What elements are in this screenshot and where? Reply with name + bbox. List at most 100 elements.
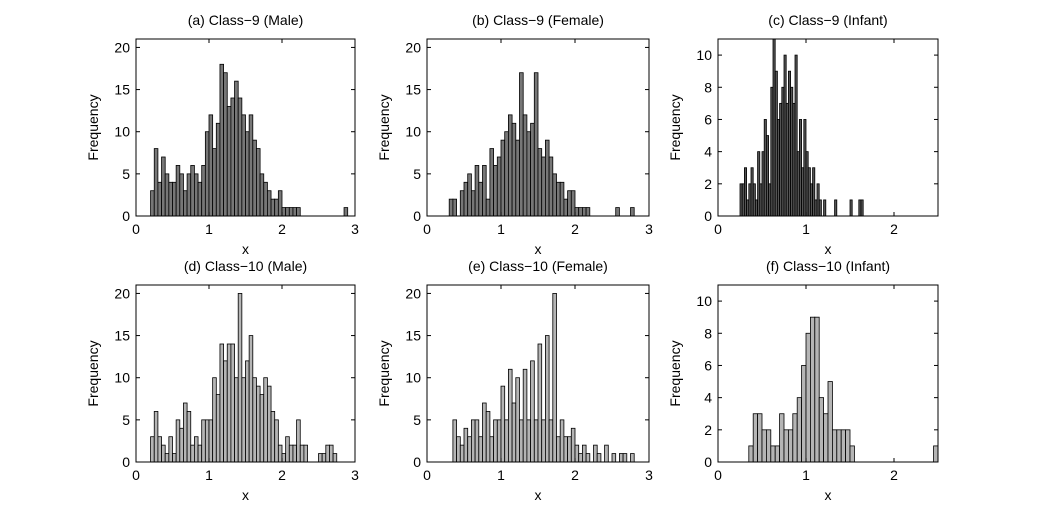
histogram-bar (296, 207, 301, 217)
x-axis-label: x (535, 487, 542, 503)
histogram-bar (578, 207, 583, 217)
histogram-bar (545, 139, 550, 217)
histogram-bar (470, 419, 476, 463)
histogram-bar (193, 436, 199, 463)
y-tick-label: 10 (114, 370, 130, 386)
axes-frame (426, 38, 650, 217)
histogram-bar (186, 173, 192, 217)
y-tick-label: 4 (704, 390, 712, 406)
histogram-bar (533, 72, 539, 217)
histogram-bar (582, 207, 587, 217)
subplot-title: (c) Class−9 (Infant) (768, 12, 887, 28)
histogram-bar (281, 207, 287, 217)
y-tick-label: 10 (696, 47, 712, 63)
histogram-bar (183, 190, 188, 217)
histogram-bar (274, 198, 279, 217)
histogram-bar (168, 181, 173, 217)
histogram-bar (292, 444, 298, 463)
histogram-bar (526, 419, 532, 463)
histogram-bar (153, 148, 159, 217)
subplot-d: 0 1 2 3 0 5 10 15 20 (d) Class−10 (Male) x Frequenc… (85, 258, 359, 503)
histogram-bar (219, 343, 224, 463)
y-axis-label: Frequency (85, 340, 101, 406)
histogram-bar (215, 394, 221, 463)
histogram-bar (303, 444, 308, 463)
histogram-bar (933, 445, 939, 463)
histogram-bar (318, 453, 323, 463)
x-axis-label: x (825, 241, 832, 257)
y-tick-label: 4 (704, 144, 712, 160)
histogram-bar (556, 181, 561, 217)
y-axis-label: Frequency (85, 94, 101, 160)
x-tick-label: 0 (714, 467, 722, 483)
x-tick-label: 3 (645, 221, 653, 237)
x-tick-label: 2 (571, 221, 579, 237)
histogram-bar (241, 377, 246, 463)
histogram-bar (545, 335, 550, 463)
histogram-bar (519, 419, 524, 463)
histogram-bar (611, 453, 617, 463)
y-tick-label: 20 (114, 39, 130, 55)
x-axis-label: x (242, 487, 249, 503)
histogram-bar (226, 343, 232, 463)
histogram-bar (459, 190, 465, 217)
histogram-bar (212, 148, 217, 217)
y-tick-label: 20 (405, 39, 421, 55)
y-axis-label: Frequency (667, 94, 683, 160)
histogram-bars (748, 316, 939, 463)
histogram-bar (256, 385, 261, 463)
histogram-bar (818, 397, 825, 463)
subplot-title: (f) Class−10 (Infant) (766, 258, 890, 274)
x-tick-label: 3 (645, 467, 653, 483)
y-tick-label: 20 (405, 285, 421, 301)
histogram-bar (563, 198, 569, 217)
axes-frame (426, 284, 650, 463)
histogram-bar (537, 148, 543, 217)
histogram-bar (757, 413, 763, 463)
histogram-bar (452, 198, 457, 217)
histogram-bar (832, 429, 838, 463)
histogram-bar (530, 360, 535, 463)
histogram-bar (548, 156, 554, 217)
histogram-bar (153, 411, 159, 463)
histogram-bar (467, 436, 472, 463)
histogram-bar (190, 444, 195, 463)
histogram-bar (860, 199, 864, 217)
histogram-bar (519, 72, 524, 217)
histogram-bar (783, 429, 789, 463)
histogram-bar (237, 293, 243, 463)
histogram-bar (270, 411, 276, 463)
y-tick-label: 5 (413, 166, 421, 182)
subplot-f: 0 1 2 0 2 4 6 8 10 (f) Class−10 (Infant) x Frequenc… (667, 258, 939, 503)
histogram-bar (230, 97, 235, 217)
histogram-bar (201, 165, 206, 217)
subplot-c: 0 1 2 0 2 4 6 8 10 (c) Class−9 (Infant) x Frequency (667, 12, 939, 257)
histogram-bar (849, 199, 853, 217)
histogram-bars (448, 72, 635, 217)
histogram-bar (478, 181, 483, 217)
histogram-bar (537, 343, 543, 463)
subplot-b: 0 1 2 3 0 5 10 15 20 (b) Class−9 (Female) x Frequen… (376, 12, 653, 257)
histogram-bars (150, 293, 338, 463)
histogram-bars (739, 38, 864, 217)
histogram-bar (296, 419, 301, 463)
y-tick-label: 6 (704, 111, 712, 127)
histogram-bar (175, 165, 181, 217)
histogram-bar (615, 207, 620, 217)
x-tick-label: 2 (278, 467, 286, 483)
histogram-bar (157, 181, 162, 217)
histogram-bar (504, 419, 509, 463)
histogram-bar (792, 413, 798, 463)
y-tick-label: 15 (405, 82, 421, 98)
axes-frame (717, 284, 939, 463)
y-tick-label: 20 (114, 285, 130, 301)
histogram-bar (208, 114, 214, 217)
histogram-bar (559, 419, 565, 463)
histogram-bar (245, 131, 250, 217)
y-tick-label: 0 (413, 208, 421, 224)
y-tick-label: 10 (405, 124, 421, 140)
histogram-bar (827, 381, 833, 463)
histogram-bar (226, 106, 232, 217)
histogram-bar (474, 419, 480, 463)
histogram-bar (164, 453, 170, 463)
